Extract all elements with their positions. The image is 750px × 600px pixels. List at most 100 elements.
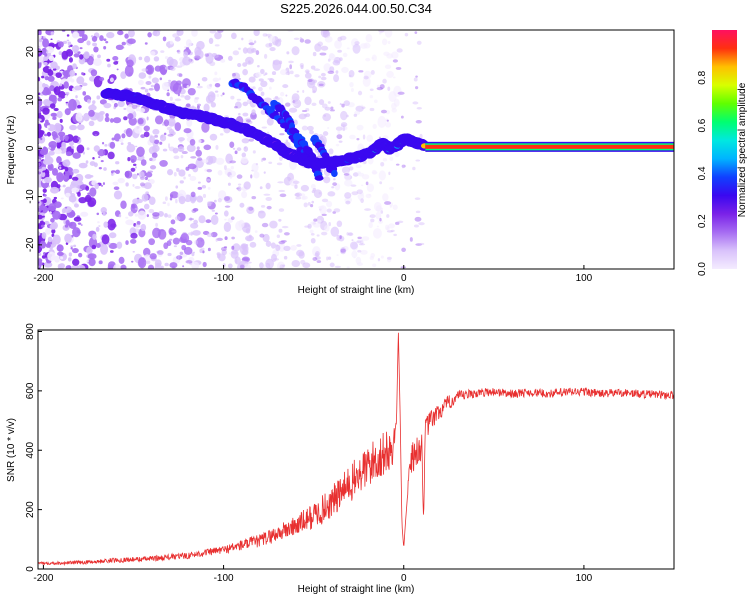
noise-blob xyxy=(352,43,361,54)
noise-blob xyxy=(272,60,280,66)
noise-blob xyxy=(266,205,272,210)
noise-blob xyxy=(100,207,107,214)
noise-blob xyxy=(183,246,193,255)
noise-blob xyxy=(242,101,248,107)
noise-blob xyxy=(147,32,152,38)
noise-blob xyxy=(42,82,46,88)
snr-series-line xyxy=(38,332,674,567)
noise-blob xyxy=(57,263,62,269)
noise-blob xyxy=(377,258,381,262)
noise-blob xyxy=(369,107,375,112)
noise-blob xyxy=(311,102,317,106)
noise-blob xyxy=(64,233,72,243)
noise-blob xyxy=(327,58,331,62)
noise-blob xyxy=(167,202,170,207)
noise-blob xyxy=(123,116,128,121)
noise-blob xyxy=(306,70,310,74)
noise-blob xyxy=(339,57,343,62)
noise-blob xyxy=(323,63,331,72)
noise-blob xyxy=(376,84,380,88)
x-tick-label: 0 xyxy=(401,573,407,584)
noise-blob xyxy=(115,44,124,51)
noise-blob xyxy=(74,85,82,91)
noise-blob xyxy=(265,240,272,247)
noise-blob xyxy=(68,265,71,268)
noise-blob xyxy=(194,240,199,245)
noise-blob xyxy=(125,127,133,138)
noise-blob xyxy=(215,238,218,242)
noise-blob xyxy=(326,256,329,261)
noise-blob xyxy=(300,184,310,192)
noise-blob xyxy=(95,243,101,249)
noise-blob xyxy=(360,249,368,255)
noise-blob xyxy=(204,53,209,57)
noise-blob xyxy=(353,113,358,117)
noise-blob xyxy=(205,219,212,224)
noise-blob xyxy=(135,107,140,112)
noise-blob xyxy=(401,247,406,253)
noise-blob xyxy=(231,245,235,250)
noise-blob xyxy=(209,83,213,87)
noise-blob xyxy=(167,214,172,218)
noise-blob xyxy=(253,40,257,44)
noise-blob xyxy=(83,51,90,59)
noise-blob xyxy=(145,81,152,86)
noise-blob xyxy=(48,150,55,156)
noise-blob xyxy=(309,130,314,135)
noise-blob xyxy=(269,47,276,52)
noise-blob xyxy=(344,179,353,187)
noise-blob xyxy=(195,149,202,157)
noise-blob xyxy=(351,191,359,196)
noise-blob xyxy=(79,47,83,50)
colorbar-tick-label: 0.8 xyxy=(697,70,708,84)
noise-blob xyxy=(165,196,168,201)
noise-blob xyxy=(323,176,331,184)
noise-blob xyxy=(223,196,231,201)
noise-blob xyxy=(346,114,349,118)
noise-blob xyxy=(279,133,285,136)
noise-blob xyxy=(126,59,134,68)
noise-blob xyxy=(130,155,137,163)
noise-blob xyxy=(78,180,83,184)
noise-blob xyxy=(145,260,151,265)
noise-blob xyxy=(358,243,366,246)
noise-blob xyxy=(157,30,161,33)
noise-blob xyxy=(49,224,57,230)
noise-blob xyxy=(100,184,104,187)
noise-blob xyxy=(187,163,197,170)
noise-blob xyxy=(387,40,391,45)
noise-blob xyxy=(149,134,153,139)
noise-blob xyxy=(163,119,170,127)
noise-blob xyxy=(116,241,123,249)
noise-blob xyxy=(257,64,260,68)
noise-blob xyxy=(342,52,348,58)
noise-blob xyxy=(58,41,64,48)
noise-blob xyxy=(73,53,80,58)
noise-blob xyxy=(109,77,114,83)
noise-blob xyxy=(148,146,158,155)
noise-blob xyxy=(93,46,99,53)
noise-blob xyxy=(236,98,242,101)
noise-blob xyxy=(220,58,226,63)
noise-blob xyxy=(284,102,291,107)
noise-blob xyxy=(372,228,382,239)
noise-blob xyxy=(368,222,373,229)
noise-blob xyxy=(263,73,266,76)
noise-blob xyxy=(310,232,315,236)
noise-blob xyxy=(382,78,387,84)
noise-blob xyxy=(134,207,139,211)
noise-blob xyxy=(337,130,341,135)
noise-blob xyxy=(106,58,111,62)
noise-blob xyxy=(265,182,271,190)
noise-blob xyxy=(187,87,196,96)
noise-blob xyxy=(56,184,61,189)
noise-blob xyxy=(42,66,52,74)
noise-blob xyxy=(151,77,159,84)
noise-blob xyxy=(314,252,319,257)
noise-blob xyxy=(207,247,211,252)
noise-blob xyxy=(260,91,265,97)
noise-blob xyxy=(416,106,422,110)
noise-blob xyxy=(301,125,308,131)
noise-blob xyxy=(371,54,377,62)
